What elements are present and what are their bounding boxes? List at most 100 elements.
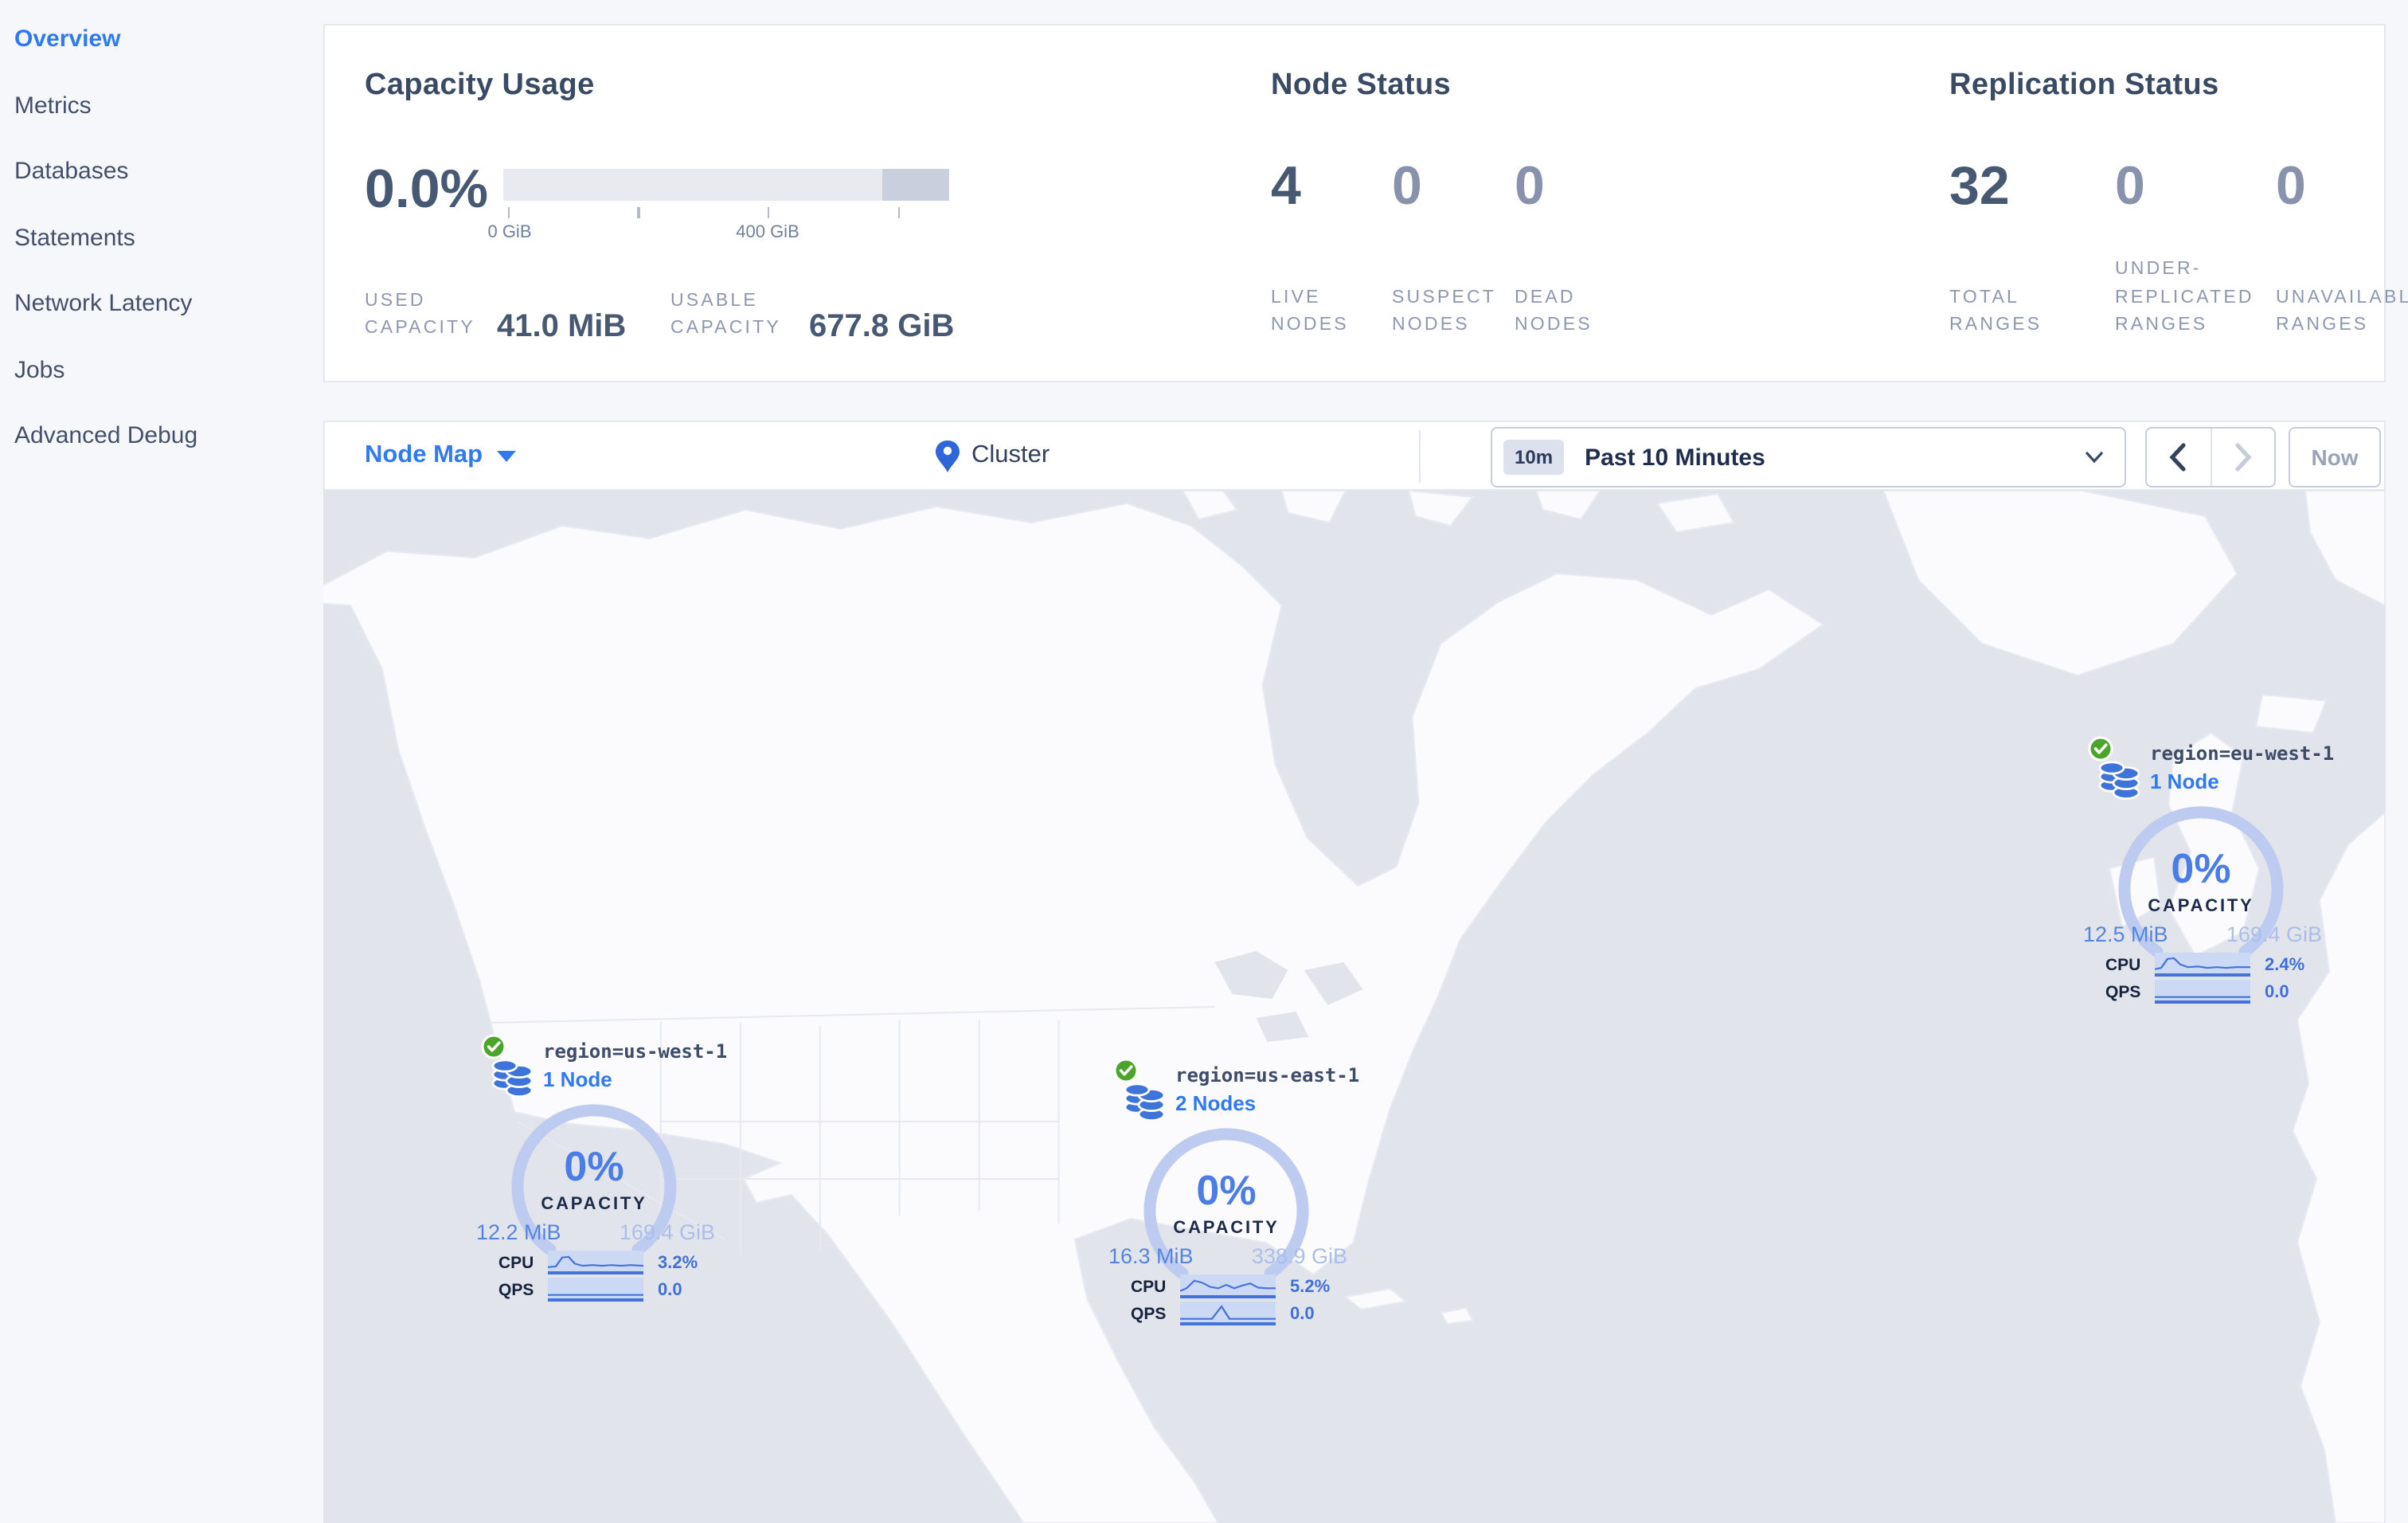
time-range-badge: 10m — [1503, 440, 1565, 475]
qps-sparkline — [548, 1278, 643, 1302]
qps-metric-row: QPS 0.0 — [2105, 980, 2289, 1004]
bar-tick-label: 0 GiB — [487, 223, 532, 242]
under-replicated-ranges-stat: 0 UNDER-REPLICATED RANGES — [2115, 159, 2276, 339]
dead-nodes-stat: 0 DEAD NODES — [1515, 159, 1642, 339]
gauge-percent: 0% — [1196, 1166, 1257, 1214]
qps-metric-row: QPS 0.0 — [1131, 1302, 1315, 1325]
cpu-value: 2.4% — [2265, 955, 2305, 974]
view-mode-label: Node Map — [365, 441, 483, 468]
total-ranges-label: TOTAL RANGES — [1949, 288, 2042, 335]
view-mode-dropdown[interactable]: Node Map — [365, 422, 517, 489]
map-toolbar: Node Map Cluster 10m Past 10 Minutes — [323, 421, 2385, 491]
healthy-check-icon — [2088, 736, 2113, 762]
prev-time-button[interactable] — [2147, 429, 2210, 486]
region-used-capacity: 12.2 MiB — [476, 1220, 561, 1244]
dead-nodes-value: 0 — [1515, 156, 1545, 217]
breadcrumb-cluster: Cluster — [971, 441, 1050, 468]
cpu-metric-row: CPU 3.2% — [498, 1251, 698, 1274]
region-total-capacity: 338.9 GiB — [1251, 1244, 1347, 1268]
button-divider — [2210, 429, 2211, 486]
unavailable-ranges-label: UNAVAILABLE RANGES — [2276, 288, 2408, 335]
sidebar-item-network-latency[interactable]: Network Latency — [14, 290, 193, 318]
region-node-count-link[interactable]: 2 Nodes — [1175, 1091, 1257, 1115]
state-borders — [488, 1006, 1215, 1255]
bar-tick-label: 400 GiB — [736, 223, 799, 242]
cpu-label: CPU — [1131, 1277, 1167, 1296]
live-nodes-stat: 4 LIVE NODES — [1271, 159, 1392, 339]
replication-status-section: Replication Status 32 TOTAL RANGES 0 UND… — [1949, 25, 2408, 384]
capacity-gauge: 0% CAPACITY — [506, 1099, 682, 1274]
region-marker-us-east-1[interactable]: region=us-east-1 2 Nodes 0% CAPACITY 16.… — [1108, 1058, 1359, 1333]
cpu-metric-row: CPU 5.2% — [1131, 1274, 1330, 1298]
sidebar-item-statements[interactable]: Statements — [14, 224, 135, 252]
now-button[interactable]: Now — [2289, 427, 2381, 487]
chevron-right-icon — [2234, 443, 2252, 472]
next-time-button[interactable] — [2211, 429, 2274, 486]
cpu-value: 3.2% — [658, 1253, 698, 1272]
sidebar-item-databases[interactable]: Databases — [14, 158, 129, 186]
qps-sparkline — [2155, 980, 2250, 1004]
total-ranges-stat: 32 TOTAL RANGES — [1949, 159, 2115, 339]
region-node-count-link[interactable]: 1 Node — [2150, 769, 2219, 793]
region-marker-eu-west-1[interactable]: region=eu-west-1 1 Node 0% CAPACITY 12.5… — [2083, 736, 2334, 1012]
region-name: region=us-east-1 — [1175, 1064, 1360, 1086]
gauge-caption: CAPACITY — [2148, 897, 2254, 916]
region-name: region=us-west-1 — [543, 1040, 728, 1063]
under-replicated-ranges-value: 0 — [2115, 156, 2145, 217]
qps-value: 0.0 — [1290, 1304, 1315, 1323]
capacity-bar-overflow-segment — [882, 169, 949, 201]
node-status-section: Node Status 4 LIVE NODES 0 SUSPECT NODES… — [1271, 25, 1924, 384]
chevron-down-icon — [2085, 451, 2104, 464]
time-range-dropdown[interactable]: 10m Past 10 Minutes — [1491, 427, 2126, 487]
live-nodes-value: 4 — [1271, 156, 1301, 217]
capacity-usage-title: Capacity Usage — [365, 69, 595, 102]
region-name: region=eu-west-1 — [2150, 742, 2335, 765]
cpu-metric-row: CPU 2.4% — [2105, 953, 2304, 977]
suspect-nodes-value: 0 — [1392, 156, 1422, 217]
suspect-nodes-stat: 0 SUSPECT NODES — [1392, 159, 1515, 339]
usable-capacity-value: 677.8 GiB — [809, 308, 955, 343]
qps-metric-row: QPS 0.0 — [498, 1278, 682, 1302]
sidebar-item-jobs[interactable]: Jobs — [14, 356, 65, 384]
region-used-capacity: 16.3 MiB — [1108, 1244, 1194, 1268]
database-stack-icon — [2097, 752, 2142, 803]
toolbar-divider — [1419, 430, 1421, 483]
sidebar-item-overview[interactable]: Overview — [14, 25, 121, 53]
used-capacity-value: 41.0 MiB — [497, 308, 627, 343]
gauge-percent: 0% — [2171, 844, 2231, 892]
gauge-caption: CAPACITY — [1173, 1219, 1280, 1238]
sidebar-item-metrics[interactable]: Metrics — [14, 92, 92, 119]
live-nodes-label: LIVE NODES — [1271, 288, 1349, 335]
region-total-capacity: 169.4 GiB — [619, 1220, 715, 1244]
cluster-summary-card: Capacity Usage 0.0% 0 GiB 400 GiB USED C… — [323, 24, 2408, 384]
region-total-capacity: 169.4 GiB — [2226, 922, 2322, 946]
unavailable-ranges-stat: 0 UNAVAILABLE RANGES — [2276, 159, 2408, 339]
region-marker-us-west-1[interactable]: region=us-west-1 1 Node 0% CAPACITY 12.2… — [476, 1034, 727, 1310]
sidebar-item-advanced-debug[interactable]: Advanced Debug — [14, 422, 198, 450]
region-used-capacity: 12.5 MiB — [2083, 922, 2168, 946]
suspect-nodes-label: SUSPECT NODES — [1392, 288, 1496, 335]
world-map — [323, 491, 2385, 1523]
replication-status-title: Replication Status — [1949, 69, 2219, 102]
total-ranges-value: 32 — [1949, 156, 2010, 217]
cpu-sparkline — [2155, 953, 2250, 977]
qps-value: 0.0 — [658, 1280, 682, 1299]
qps-value: 0.0 — [2265, 982, 2289, 1001]
cpu-value: 5.2% — [1290, 1277, 1331, 1296]
cpu-sparkline — [548, 1251, 643, 1274]
time-range-label: Past 10 Minutes — [1585, 444, 1765, 471]
gauge-percent: 0% — [564, 1142, 624, 1190]
bar-tick — [767, 207, 770, 218]
capacity-gauge: 0% CAPACITY — [1139, 1123, 1314, 1298]
breadcrumb[interactable]: Cluster — [935, 422, 1050, 489]
used-capacity-stat: USED CAPACITY 41.0 MiB — [365, 288, 626, 343]
qps-sparkline — [1180, 1302, 1276, 1325]
healthy-check-icon — [1113, 1058, 1139, 1083]
healthy-check-icon — [481, 1034, 506, 1059]
usable-capacity-label: USABLE CAPACITY — [670, 292, 781, 339]
cpu-sparkline — [1180, 1274, 1276, 1298]
region-node-count-link[interactable]: 1 Node — [543, 1067, 612, 1091]
gauge-caption: CAPACITY — [541, 1195, 647, 1214]
qps-label: QPS — [1131, 1304, 1167, 1323]
